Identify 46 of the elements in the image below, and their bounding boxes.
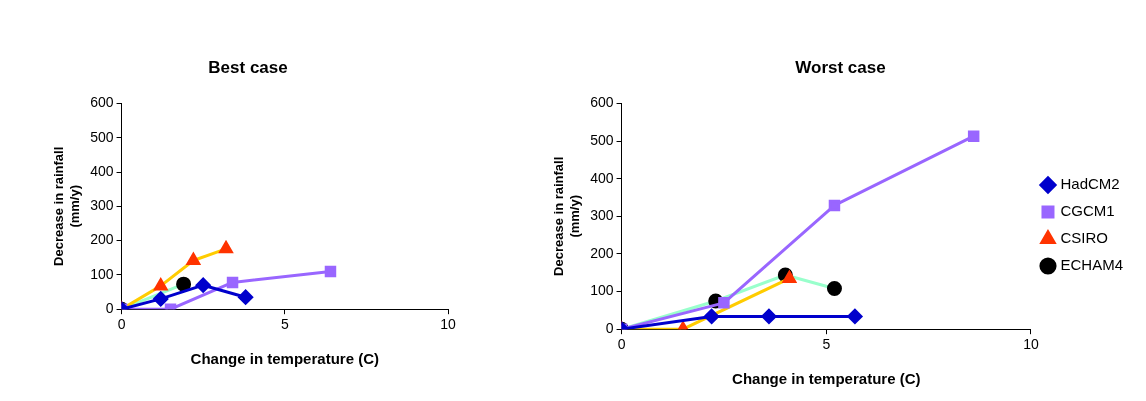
y-tick-label: 500 [90, 128, 114, 145]
legend-label: ECHAM4 [1060, 256, 1123, 274]
legend-label: CGCM1 [1060, 202, 1115, 220]
point [718, 297, 730, 309]
x-tick-label: 0 [117, 316, 126, 333]
x-axis-title: Change in temperature (C) [190, 350, 379, 368]
point [219, 241, 233, 254]
x-tick-label: 10 [1023, 336, 1039, 353]
y-tick-label: 500 [590, 131, 614, 148]
point [186, 252, 201, 265]
y-tick-label: 400 [590, 169, 614, 186]
x-tick-label: 5 [822, 336, 831, 353]
y-tick-label: 300 [90, 197, 114, 214]
y-tick-label: 600 [90, 94, 114, 111]
point [324, 265, 337, 278]
point [176, 276, 192, 292]
point [153, 291, 169, 307]
point [782, 270, 797, 283]
point [761, 308, 777, 324]
y-tick-label: 100 [590, 282, 614, 299]
y-tick-label: 300 [590, 207, 614, 224]
x-axis-title: Change in temperature (C) [732, 370, 921, 388]
point [195, 277, 211, 293]
point [826, 281, 842, 297]
y-tick-label: 200 [90, 231, 114, 248]
point [704, 308, 720, 324]
chart-title: Worst case [795, 57, 886, 77]
x-tick-label: 5 [280, 316, 289, 333]
y-tick-label: 200 [590, 244, 614, 261]
y-axis-title: Decrease in rainfall (mm/y) [51, 146, 82, 266]
point [154, 278, 168, 291]
y-tick-label: 600 [590, 94, 614, 111]
x-tick-label: 10 [440, 316, 456, 333]
legend-label: HadCM2 [1060, 175, 1120, 193]
y-axis-title: Decrease in rainfall (mm/y) [551, 156, 582, 276]
point [847, 308, 863, 324]
point [967, 130, 980, 142]
point [238, 289, 254, 305]
legend-label: CSIRO [1060, 229, 1108, 247]
point [828, 199, 841, 212]
y-tick-label: 0 [105, 300, 114, 317]
y-tick-label: 400 [90, 162, 114, 179]
y-tick-label: 100 [90, 265, 114, 282]
chart-title: Best case [208, 57, 288, 77]
x-tick-label: 0 [617, 336, 626, 353]
point [226, 276, 239, 289]
